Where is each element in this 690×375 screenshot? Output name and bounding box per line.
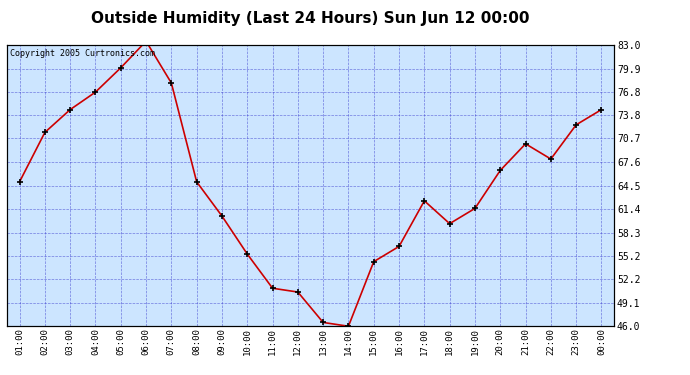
Text: Outside Humidity (Last 24 Hours) Sun Jun 12 00:00: Outside Humidity (Last 24 Hours) Sun Jun… xyxy=(91,11,530,26)
Text: Copyright 2005 Curtronics.com: Copyright 2005 Curtronics.com xyxy=(10,49,155,58)
